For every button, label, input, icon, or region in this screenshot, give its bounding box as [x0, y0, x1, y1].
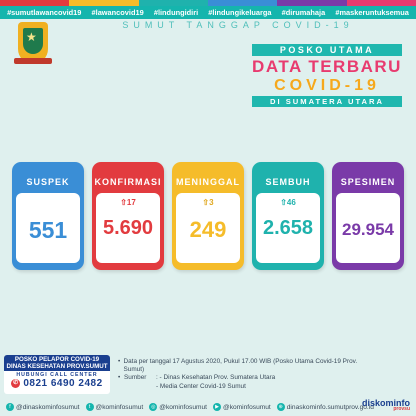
arrow-up-icon: ⇧	[280, 198, 287, 207]
globe-icon: ⊕	[276, 403, 285, 411]
instagram-link[interactable]: ◎ @kominfosumut	[149, 403, 208, 411]
facebook-link[interactable]: f @dinaskominfosumut	[6, 403, 80, 411]
card-body: ⇧17 5.690	[96, 193, 160, 263]
hashtag[interactable]: #lindungidiri	[153, 8, 199, 17]
card-body: 551	[16, 193, 80, 263]
card-delta: ⇧46	[280, 198, 296, 207]
title-block: POSKO UTAMA DATA TERBARU COVID-19 DI SUM…	[252, 44, 402, 107]
note-source: • Sumber: - Dinas Kesehatan Prov. Sumater…	[118, 374, 276, 382]
province-emblem-icon: ★	[14, 22, 52, 68]
card-suspek: SUSPEK 551	[12, 162, 84, 270]
infobox-line-3: HUBUNGI CALL CENTER	[16, 372, 98, 378]
hashtag[interactable]: #dirumahaja	[281, 8, 326, 17]
title-line-3: COVID-19	[274, 77, 380, 94]
call-center-box: POSKO PELAPOR COVID-19 DINAS KESEHATAN P…	[4, 355, 110, 394]
phone-icon: ✆	[11, 379, 21, 388]
youtube-icon: ▶	[213, 403, 222, 411]
top-color-strip	[0, 0, 416, 6]
card-label: SPESIMEN	[340, 177, 396, 187]
twitter-icon: t	[85, 403, 94, 411]
card-label: MENINGGAL	[176, 177, 240, 187]
subtitle: SUMUT TANGGAP COVID-19	[122, 20, 354, 30]
card-delta: ⇧17	[120, 198, 136, 207]
card-konfirmasi: KONFIRMASI ⇧17 5.690	[92, 162, 164, 270]
card-delta: ⇧3	[202, 198, 214, 207]
website-link[interactable]: ⊕ dinaskominfo.sumutprov.go.id	[276, 403, 374, 411]
card-body: 29.954	[336, 193, 400, 263]
card-value: 29.954	[342, 220, 394, 239]
title-line-4: DI SUMATERA UTARA	[252, 96, 402, 107]
infobox-line-2: DINAS KESEHATAN PROV.SUMUT	[4, 363, 110, 371]
social-links: f @dinaskominfosumut t @kominfosumut ◎ @kom…	[0, 398, 416, 416]
note-source-2: - Media Center Covid-19 Sumut	[156, 382, 246, 390]
card-label: SEMBUH	[265, 177, 311, 187]
card-body: ⇧46 2.658	[256, 193, 320, 263]
arrow-up-icon: ⇧	[202, 198, 210, 207]
hashtag-bar: #sumutlawancovid19 #lawancovid19 #lindun…	[0, 6, 416, 19]
hashtag[interactable]: #sumutlawancovid19	[7, 8, 82, 17]
card-body: ⇧3 249	[176, 193, 240, 263]
arrow-up-icon: ⇧	[120, 198, 127, 207]
youtube-link[interactable]: ▶ @kominfosumut	[213, 403, 271, 411]
stats-cards: SUSPEK 551 KONFIRMASI ⇧17 5.690 MENINGGA…	[12, 162, 404, 272]
footnotes: • Data per tanggal 17 Agustus 2020, Pukul…	[118, 358, 358, 391]
instagram-icon: ◎	[149, 403, 158, 411]
title-line-2: DATA TERBARU	[252, 57, 402, 76]
hashtag[interactable]: #lawancovid19	[91, 8, 144, 17]
hashtag[interactable]: #maskeruntuksemua	[335, 8, 409, 17]
card-value: 551	[28, 217, 68, 243]
card-sembuh: SEMBUH ⇧46 2.658	[252, 162, 324, 270]
twitter-link[interactable]: t @kominfosumut	[85, 403, 143, 411]
hashtag[interactable]: #lindungikeluarga	[208, 8, 272, 17]
diskominfo-logo: diskominfo provsu	[362, 398, 411, 412]
card-label: SUSPEK	[26, 177, 70, 187]
card-value: 249	[189, 217, 227, 242]
note-data-date: • Data per tanggal 17 Agustus 2020, Pukul…	[118, 358, 358, 374]
facebook-icon: f	[6, 403, 14, 411]
title-line-1: POSKO UTAMA	[252, 44, 402, 56]
infobox-line-1: POSKO PELAPOR COVID-19	[4, 355, 110, 363]
call-center-phone[interactable]: ✆ 0821 6490 2482	[11, 378, 103, 389]
card-spesimen: SPESIMEN 29.954	[332, 162, 404, 270]
card-value: 2.658	[262, 217, 314, 239]
card-label: KONFIRMASI	[94, 177, 162, 187]
card-meninggal: MENINGGAL ⇧3 249	[172, 162, 244, 270]
card-value: 5.690	[102, 217, 154, 239]
